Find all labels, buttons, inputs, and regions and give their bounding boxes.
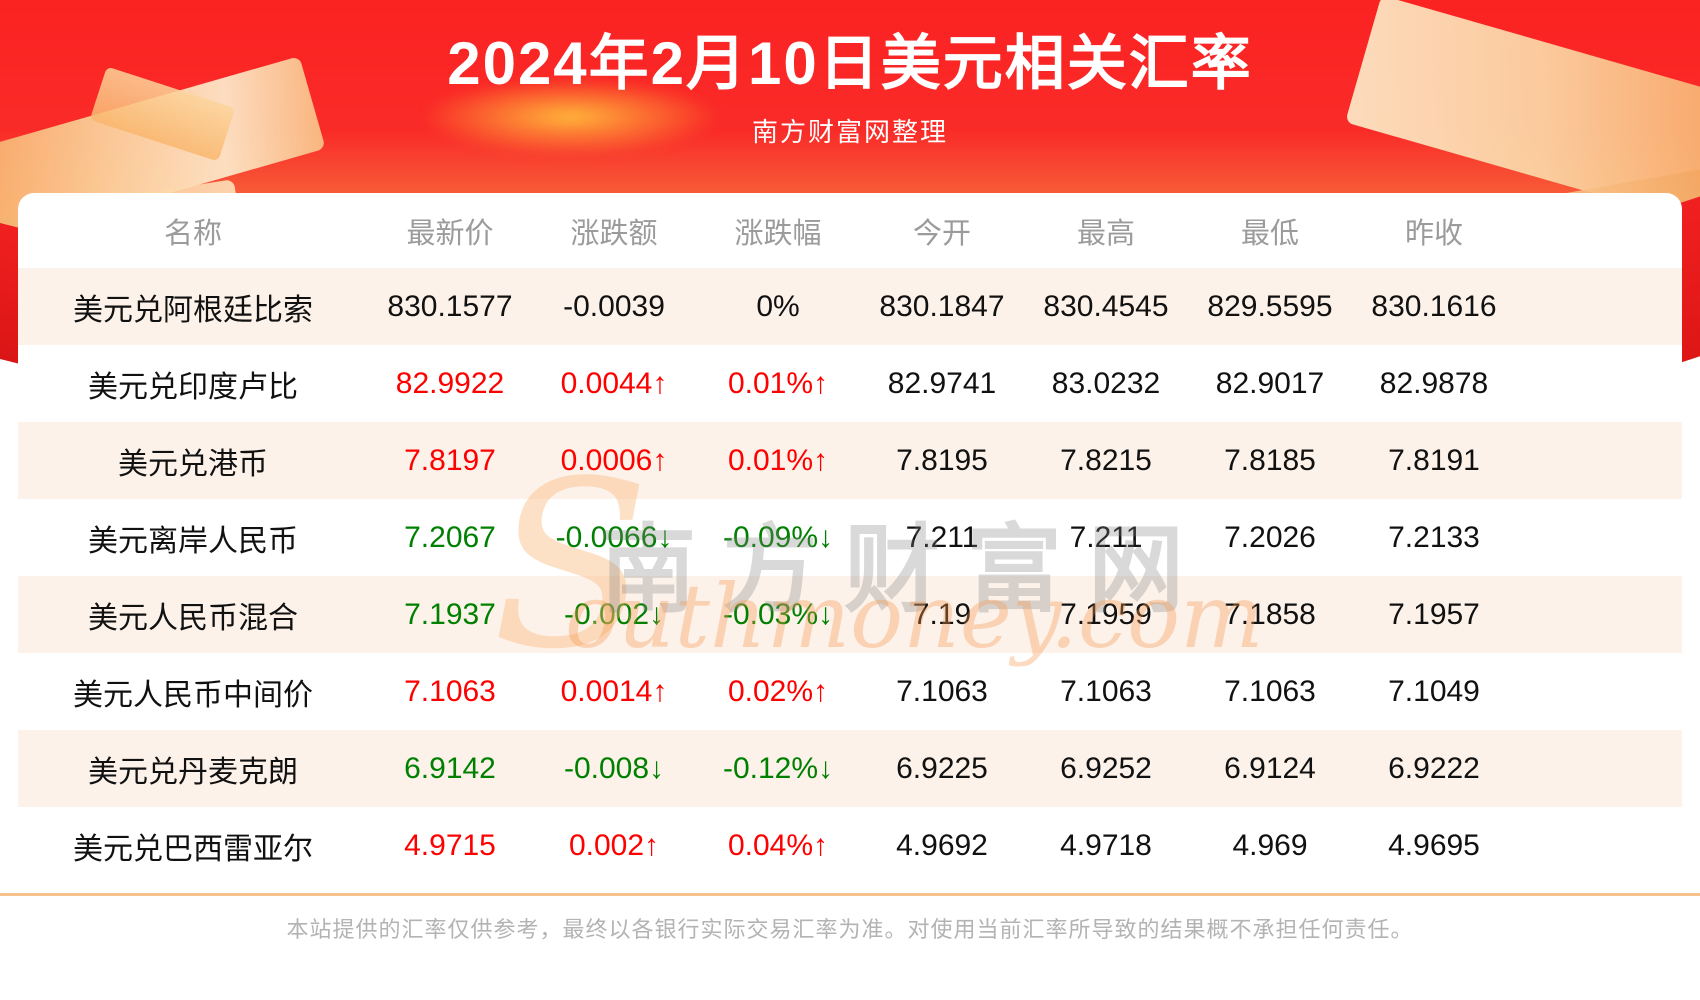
- page-subtitle: 南方财富网整理: [751, 117, 948, 147]
- table-row: 美元离岸人民币 7.2067 -0.0066↓ -0.09%↓ 7.211 7.…: [18, 499, 1682, 576]
- prev-close-cell: 6.9222: [1388, 751, 1480, 785]
- column-header-open: 今开: [912, 217, 971, 250]
- latest-price-cell: 7.1063: [404, 674, 496, 708]
- prev-close-cell: 7.8191: [1388, 443, 1480, 477]
- rates-table: 名称 最新价 涨跌额 涨跌幅 今开 最高 最低 昨收 美元兑阿根廷比索 830.…: [18, 193, 1682, 884]
- pair-name-cell: 美元人民币混合: [88, 601, 298, 635]
- table-row: 美元人民币混合 7.1937 -0.002↓ -0.03%↓ 7.19 7.19…: [18, 576, 1682, 653]
- open-price-cell: 7.211: [905, 520, 979, 554]
- low-price-cell: 829.5595: [1207, 289, 1333, 323]
- pair-name-cell: 美元兑丹麦克朗: [88, 755, 298, 789]
- rates-table-body: 美元兑阿根廷比索 830.1577 -0.0039 0% 830.1847 83…: [18, 268, 1682, 884]
- change-amount-cell: -0.0039: [563, 289, 665, 323]
- prev-close-cell: 4.9695: [1388, 828, 1480, 862]
- column-header-low: 最低: [1240, 217, 1299, 250]
- low-price-cell: 7.8185: [1224, 443, 1316, 477]
- column-header-name: 名称: [163, 217, 222, 250]
- change-amount-cell: 0.0006↑: [560, 443, 668, 477]
- low-price-cell: 82.9017: [1215, 366, 1325, 400]
- pair-name-cell: 美元兑印度卢比: [88, 370, 298, 404]
- change-percent-cell: -0.03%↓: [722, 597, 834, 631]
- change-amount-cell: 0.0044↑: [560, 366, 668, 400]
- high-price-cell: 830.4545: [1043, 289, 1169, 323]
- open-price-cell: 4.9692: [896, 828, 988, 862]
- change-percent-cell: -0.09%↓: [722, 520, 834, 554]
- column-header-change: 涨跌额: [570, 217, 658, 250]
- change-amount-cell: 0.002↑: [568, 828, 660, 862]
- open-price-cell: 7.1063: [896, 674, 988, 708]
- high-price-cell: 7.1063: [1060, 674, 1152, 708]
- banner: 2024年2月10日美元相关汇率 南方财富网整理: [0, 0, 1700, 149]
- low-price-cell: 6.9124: [1224, 751, 1316, 785]
- high-price-cell: 7.8215: [1060, 443, 1152, 477]
- high-price-cell: 7.1959: [1060, 597, 1152, 631]
- latest-price-cell: 82.9922: [395, 366, 505, 400]
- change-percent-cell: 0.01%↑: [727, 366, 829, 400]
- footer-divider-line: [0, 893, 1700, 896]
- prev-close-cell: 82.9878: [1379, 366, 1489, 400]
- prev-close-cell: 7.1049: [1388, 674, 1480, 708]
- latest-price-cell: 6.9142: [404, 751, 496, 785]
- change-percent-cell: -0.12%↓: [722, 751, 834, 785]
- table-header-row: 名称 最新价 涨跌额 涨跌幅 今开 最高 最低 昨收: [18, 193, 1682, 268]
- change-amount-cell: -0.008↓: [563, 751, 665, 785]
- low-price-cell: 7.2026: [1224, 520, 1316, 554]
- change-amount-cell: 0.0014↑: [560, 674, 668, 708]
- change-percent-cell: 0.02%↑: [727, 674, 829, 708]
- low-price-cell: 7.1858: [1224, 597, 1316, 631]
- open-price-cell: 7.19: [912, 597, 972, 631]
- prev-close-cell: 830.1616: [1371, 289, 1497, 323]
- column-header-high: 最高: [1076, 217, 1135, 250]
- pair-name-cell: 美元离岸人民币: [88, 524, 298, 558]
- latest-price-cell: 7.1937: [404, 597, 496, 631]
- high-price-cell: 6.9252: [1060, 751, 1152, 785]
- open-price-cell: 7.8195: [896, 443, 988, 477]
- high-price-cell: 83.0232: [1051, 366, 1161, 400]
- page-title: 2024年2月10日美元相关汇率: [447, 30, 1253, 97]
- latest-price-cell: 830.1577: [387, 289, 513, 323]
- table-row: 美元兑阿根廷比索 830.1577 -0.0039 0% 830.1847 83…: [18, 268, 1682, 345]
- low-price-cell: 4.969: [1232, 828, 1308, 862]
- pair-name-cell: 美元人民币中间价: [73, 678, 313, 712]
- disclaimer-text: 本站提供的汇率仅供参考，最终以各银行实际交易汇率为准。对使用当前汇率所导致的结果…: [286, 917, 1414, 942]
- pair-name-cell: 美元兑阿根廷比索: [73, 293, 313, 327]
- table-row: 美元人民币中间价 7.1063 0.0014↑ 0.02%↑ 7.1063 7.…: [18, 653, 1682, 730]
- open-price-cell: 6.9225: [896, 751, 988, 785]
- column-header-latest: 最新价: [406, 217, 494, 250]
- table-row: 美元兑港币 7.8197 0.0006↑ 0.01%↑ 7.8195 7.821…: [18, 422, 1682, 499]
- latest-price-cell: 4.9715: [404, 828, 496, 862]
- high-price-cell: 7.211: [1069, 520, 1143, 554]
- change-percent-cell: 0.04%↑: [727, 828, 829, 862]
- table-row: 美元兑巴西雷亚尔 4.9715 0.002↑ 0.04%↑ 4.9692 4.9…: [18, 807, 1682, 884]
- latest-price-cell: 7.8197: [404, 443, 496, 477]
- open-price-cell: 82.9741: [887, 366, 997, 400]
- change-percent-cell: 0.01%↑: [727, 443, 829, 477]
- change-amount-cell: -0.0066↓: [555, 520, 673, 554]
- pair-name-cell: 美元兑港币: [118, 447, 268, 481]
- change-amount-cell: -0.002↓: [563, 597, 665, 631]
- open-price-cell: 830.1847: [879, 289, 1005, 323]
- high-price-cell: 4.9718: [1060, 828, 1152, 862]
- column-header-change-pct: 涨跌幅: [734, 217, 822, 250]
- prev-close-cell: 7.1957: [1388, 597, 1480, 631]
- latest-price-cell: 7.2067: [404, 520, 496, 554]
- table-row: 美元兑印度卢比 82.9922 0.0044↑ 0.01%↑ 82.9741 8…: [18, 345, 1682, 422]
- pair-name-cell: 美元兑巴西雷亚尔: [73, 832, 313, 866]
- table-row: 美元兑丹麦克朗 6.9142 -0.008↓ -0.12%↓ 6.9225 6.…: [18, 730, 1682, 807]
- prev-close-cell: 7.2133: [1388, 520, 1480, 554]
- column-header-prev-close: 昨收: [1404, 217, 1463, 250]
- change-percent-cell: 0%: [756, 289, 800, 323]
- low-price-cell: 7.1063: [1224, 674, 1316, 708]
